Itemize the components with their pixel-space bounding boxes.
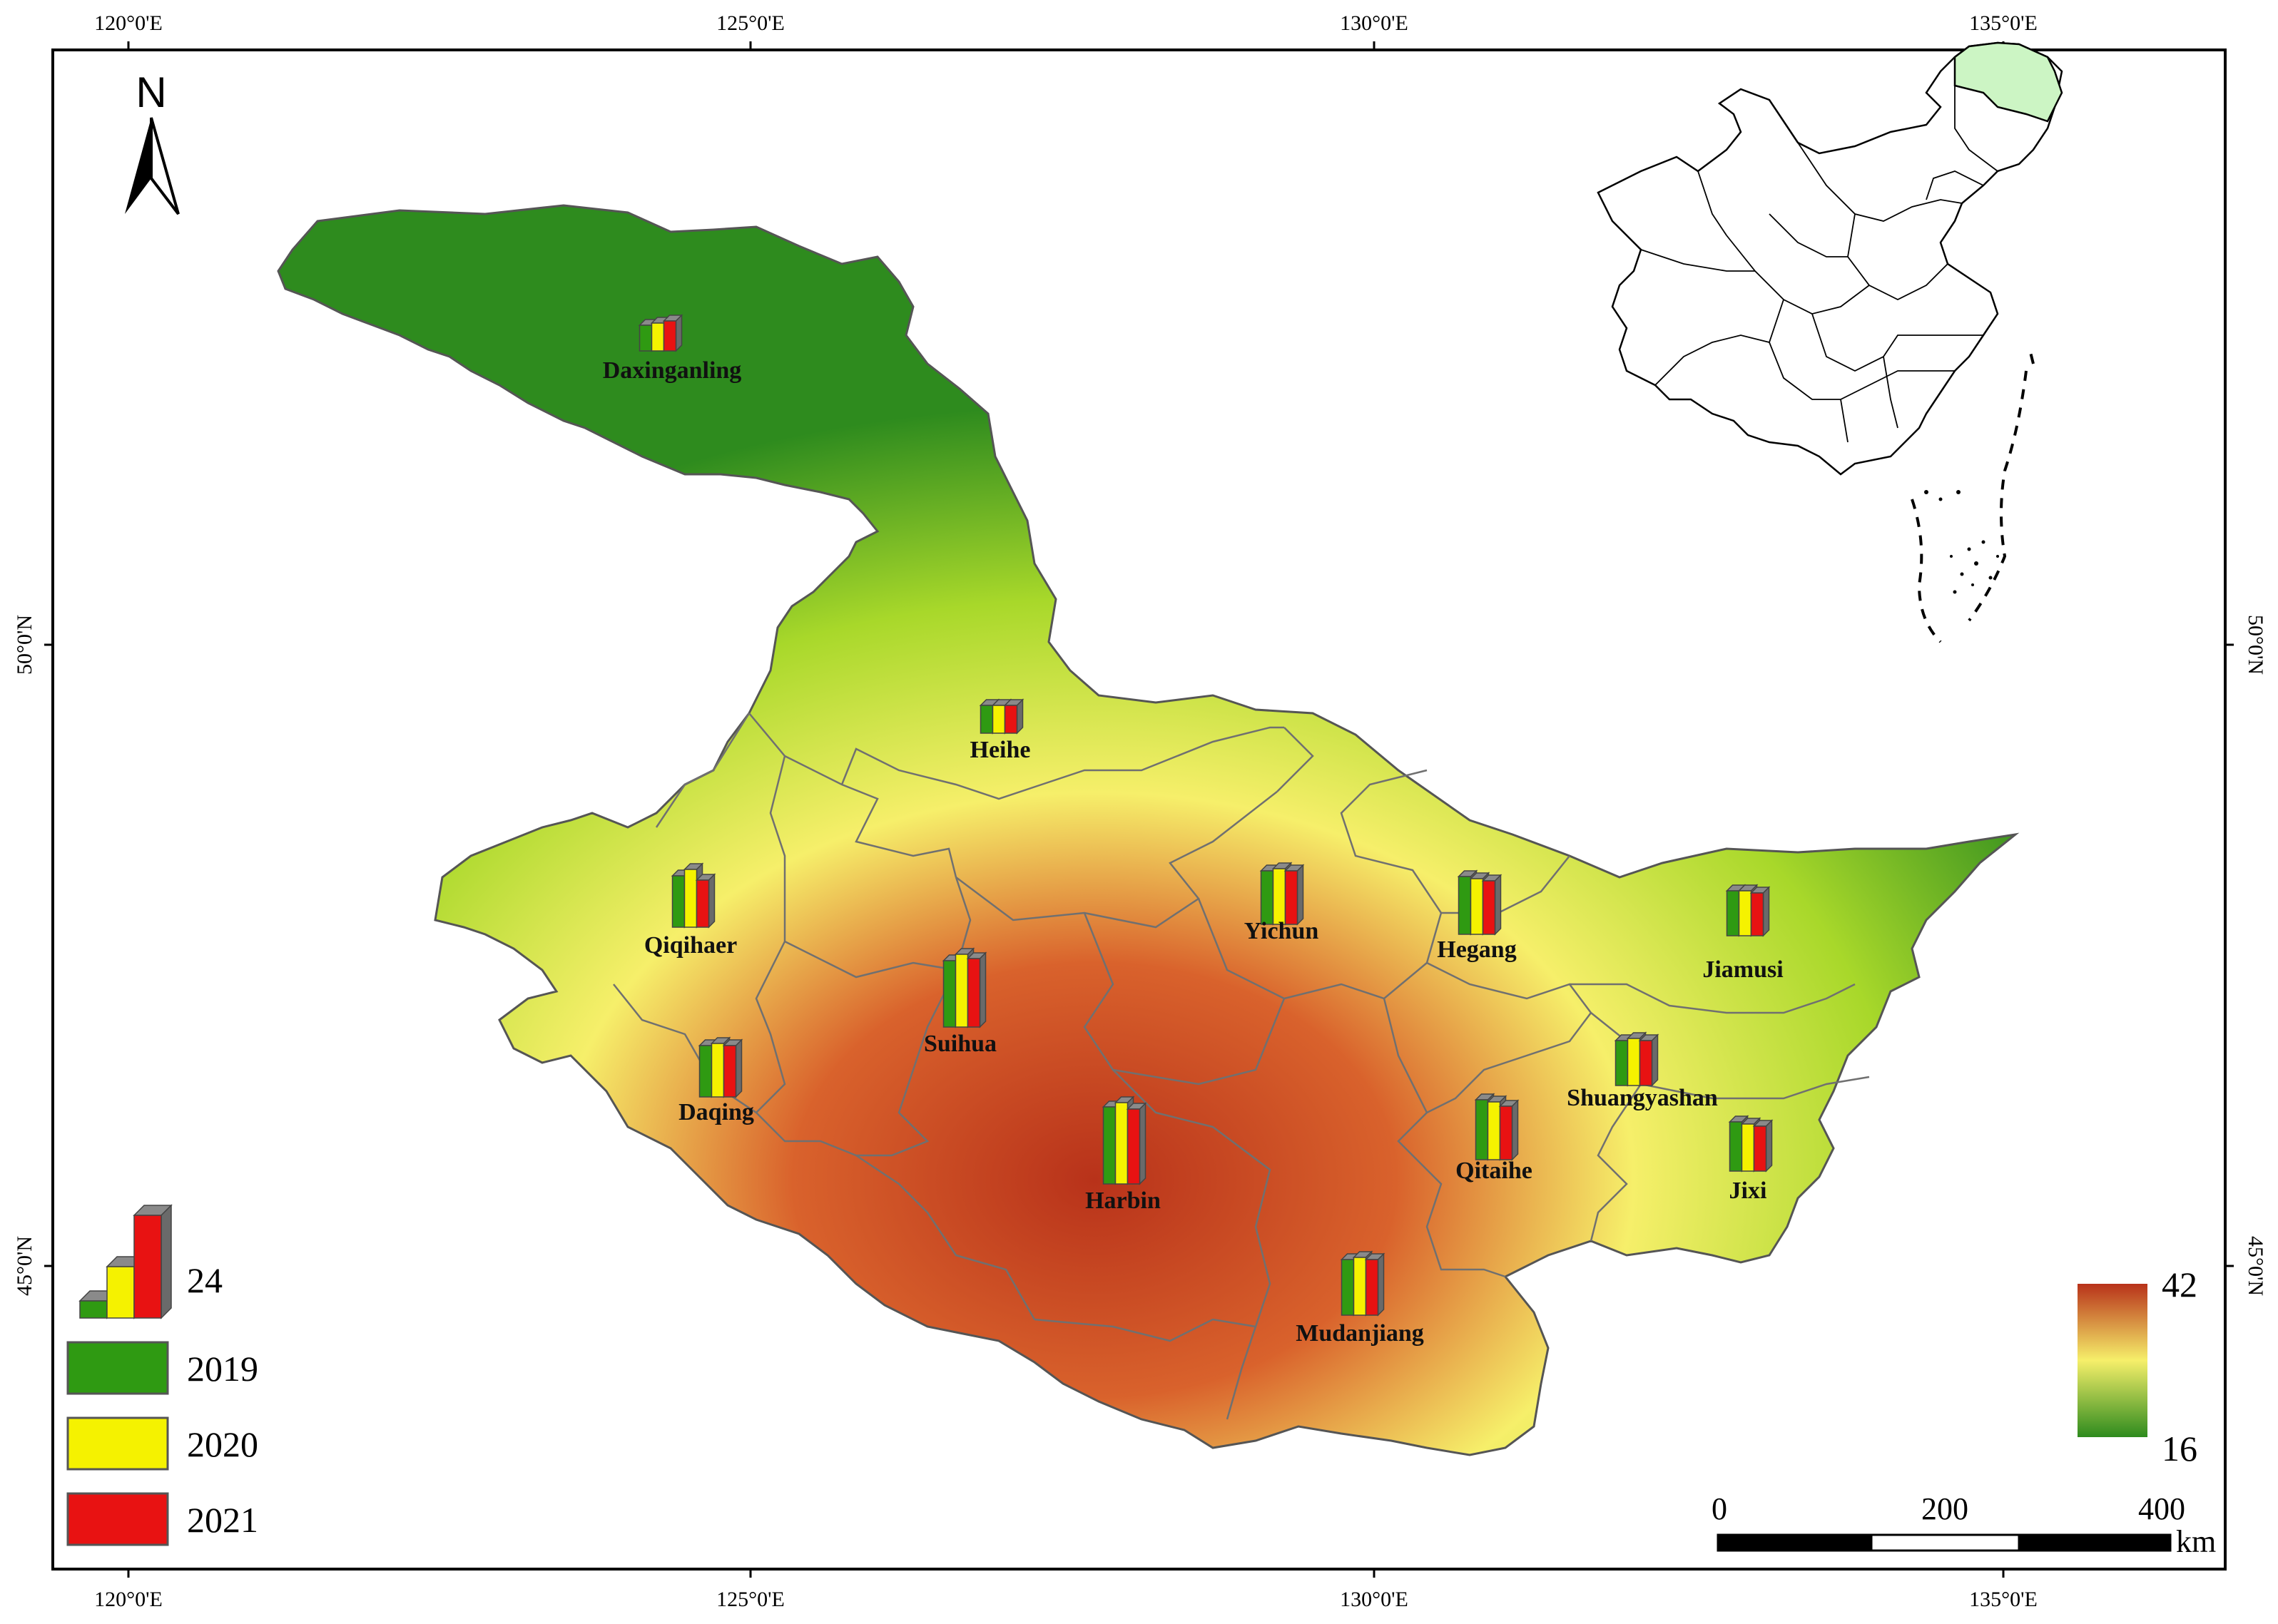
legend-swatch-2020 bbox=[66, 1416, 169, 1471]
city-heihe-bar-2021 bbox=[1003, 698, 1024, 735]
lat-label-right-45: 45°0'N bbox=[2244, 1236, 2267, 1296]
heilongjiang-inset-highlight bbox=[1953, 41, 2063, 123]
scale-unit: km bbox=[2176, 1524, 2216, 1559]
legend-label-2019: 2019 bbox=[187, 1349, 258, 1389]
lon-label-bottom-120: 120°0'E bbox=[94, 1588, 163, 1611]
city-daqing-bar-2021 bbox=[722, 1038, 743, 1098]
legend-swatch-2019 bbox=[66, 1341, 169, 1395]
city-qiqihaer: Qiqihaer bbox=[644, 862, 737, 959]
city-qiqihaer-bar-2021 bbox=[695, 873, 716, 929]
city-label: Daqing bbox=[678, 1099, 754, 1125]
lat-label-right-50: 50°0'N bbox=[2244, 615, 2267, 675]
city-harbin-bar-2021 bbox=[1126, 1102, 1147, 1185]
north-arrow: N bbox=[125, 68, 180, 215]
city-suihua-bar-2021 bbox=[966, 951, 987, 1028]
colorbar-ramp bbox=[2078, 1284, 2147, 1437]
scale-segment-1 bbox=[1717, 1533, 1873, 1552]
city-shuangyashan: Shuangyashan bbox=[1567, 1031, 1718, 1111]
legend-label-2021: 2021 bbox=[187, 1500, 258, 1540]
legend-label-2020: 2020 bbox=[187, 1424, 258, 1464]
prefecture-boundaries bbox=[613, 713, 1870, 1420]
legend-reference-value: 24 bbox=[187, 1260, 223, 1300]
city-label: Harbin bbox=[1085, 1188, 1161, 1214]
city-qitaihe: Qitaihe bbox=[1455, 1093, 1532, 1184]
city-jiamusi-bar-2021 bbox=[1749, 886, 1771, 937]
city-label: Jiamusi bbox=[1702, 956, 1783, 983]
city-suihua: Suihua bbox=[924, 947, 997, 1057]
city-label: Yichun bbox=[1244, 918, 1319, 944]
scale-label-200: 200 bbox=[1921, 1491, 1968, 1526]
colorbar-max-label: 42 bbox=[2162, 1265, 2197, 1304]
legend: 24 2019 2020 2021 bbox=[66, 1204, 258, 1546]
city-daxinganling: Daxinganling bbox=[603, 314, 742, 384]
city-label: Suihua bbox=[924, 1031, 997, 1057]
province-map bbox=[277, 204, 2020, 1456]
legend-reference-bar-2021 bbox=[133, 1204, 173, 1319]
city-hegang-bar-2021 bbox=[1481, 874, 1502, 936]
city-jixi: Jixi bbox=[1728, 1115, 1774, 1204]
north-arrow-right-half bbox=[150, 117, 180, 215]
legend-reference-bars bbox=[78, 1204, 173, 1319]
city-bars: Daxinganling Heihe Qiqihaer Yichun Hegang Jia… bbox=[603, 314, 1784, 1347]
city-yichun-bar-2021 bbox=[1283, 864, 1305, 926]
city-label: Qiqihaer bbox=[644, 932, 737, 959]
city-label: Mudanjiang bbox=[1296, 1320, 1424, 1347]
city-label: Shuangyashan bbox=[1567, 1085, 1718, 1111]
north-arrow-left-half bbox=[125, 118, 151, 214]
lon-label-top-130: 130°0'E bbox=[1340, 11, 1408, 35]
south-china-sea-islands bbox=[1911, 349, 2035, 643]
city-yichun: Yichun bbox=[1244, 862, 1319, 944]
city-label: Jixi bbox=[1729, 1178, 1767, 1204]
city-heihe: Heihe bbox=[970, 698, 1031, 763]
scale-segment-2 bbox=[1870, 1533, 2020, 1552]
scale-bar: 0 200 400 km bbox=[1712, 1491, 2216, 1559]
lon-label-top-135: 135°0'E bbox=[1969, 11, 2038, 35]
lon-label-bottom-125: 125°0'E bbox=[716, 1588, 785, 1611]
city-mudanjiang: Mudanjiang bbox=[1296, 1250, 1424, 1347]
lat-label-left-45: 45°0'N bbox=[13, 1236, 36, 1296]
city-daxinganling-bar-2021 bbox=[662, 314, 683, 352]
scale-segment-3 bbox=[2018, 1533, 2172, 1552]
city-hegang: Hegang bbox=[1437, 869, 1517, 963]
north-label: N bbox=[136, 68, 166, 116]
lon-label-bottom-130: 130°0'E bbox=[1340, 1588, 1408, 1611]
scale-label-400: 400 bbox=[2138, 1491, 2185, 1526]
graticule: 120°0'E 125°0'E 130°0'E 135°0'E 120°0'E … bbox=[13, 11, 2267, 1611]
lon-label-bottom-135: 135°0'E bbox=[1969, 1588, 2038, 1611]
city-label: Daxinganling bbox=[603, 357, 742, 384]
city-harbin: Harbin bbox=[1085, 1096, 1161, 1214]
scale-label-0: 0 bbox=[1712, 1491, 1727, 1526]
city-jixi-bar-2021 bbox=[1752, 1119, 1774, 1173]
legend-swatch-2021 bbox=[66, 1492, 169, 1546]
inset-province-lines bbox=[1640, 86, 1998, 443]
colorbar-min-label: 16 bbox=[2162, 1429, 2197, 1469]
island-dots bbox=[1924, 490, 1999, 594]
colorbar: 42 16 bbox=[2078, 1265, 2197, 1469]
china-inset-map bbox=[1597, 41, 2063, 643]
heilongjiang-province bbox=[277, 204, 2020, 1456]
city-mudanjiang-bar-2021 bbox=[1364, 1252, 1385, 1317]
city-label: Qitaihe bbox=[1455, 1158, 1532, 1184]
city-jiamusi: Jiamusi bbox=[1702, 884, 1784, 983]
city-daqing: Daqing bbox=[678, 1036, 754, 1125]
city-label: Heihe bbox=[970, 737, 1031, 763]
lon-label-top-125: 125°0'E bbox=[716, 11, 785, 35]
city-shuangyashan-bar-2021 bbox=[1638, 1033, 1659, 1087]
lat-label-left-50: 50°0'N bbox=[13, 615, 36, 675]
lon-label-top-120: 120°0'E bbox=[94, 11, 163, 35]
city-qitaihe-bar-2021 bbox=[1498, 1099, 1520, 1161]
city-label: Hegang bbox=[1437, 936, 1516, 963]
china-outline bbox=[1597, 41, 2063, 476]
